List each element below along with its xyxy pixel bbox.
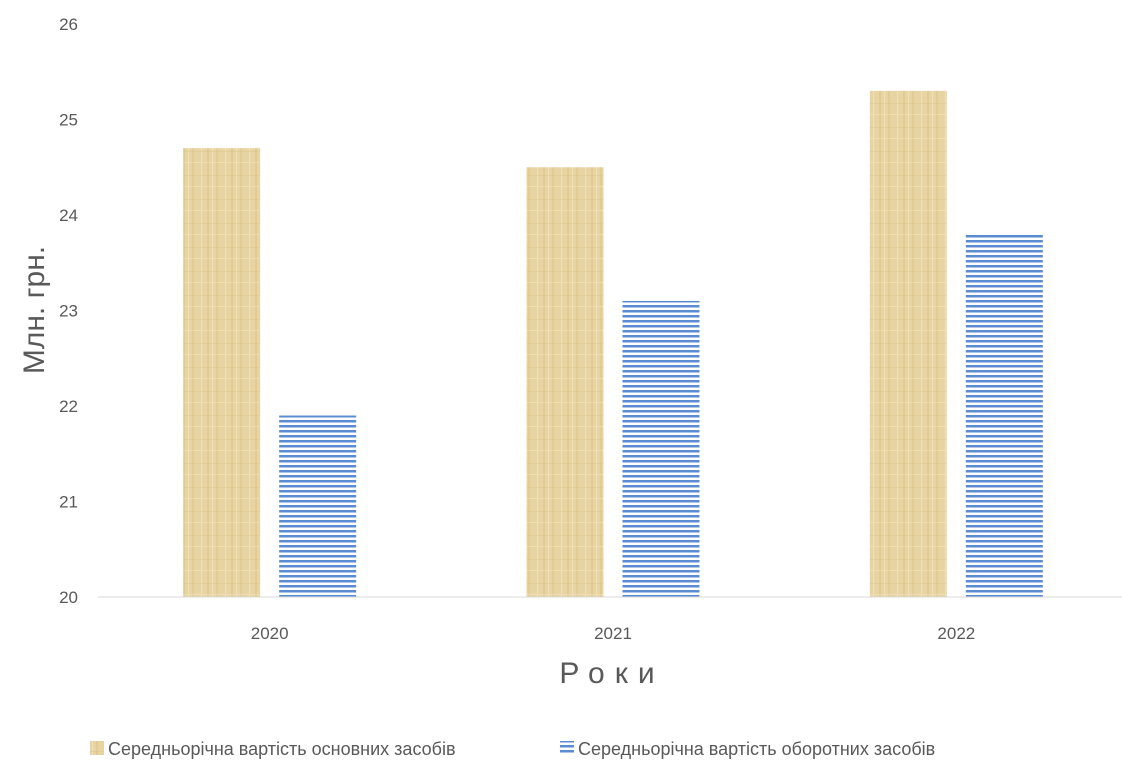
bar-current-assets [622, 300, 700, 597]
legend-swatch-current-assets [560, 741, 574, 755]
y-tick-label: 23 [59, 302, 78, 321]
bar-fixed-assets [526, 167, 604, 597]
bar-fixed-assets [183, 148, 261, 597]
legend: Середньорічна вартість основних засобів … [90, 739, 935, 759]
x-tick-label: 2022 [937, 624, 975, 643]
y-tick-label: 20 [59, 588, 78, 607]
bar-current-assets [279, 415, 357, 597]
y-tick-label: 22 [59, 397, 78, 416]
y-axis-ticks: 20 21 22 23 24 25 26 [59, 15, 78, 607]
y-tick-label: 24 [59, 206, 78, 225]
x-axis-title: Роки [559, 657, 664, 690]
bar-current-assets [965, 234, 1043, 597]
y-tick-label: 25 [59, 111, 78, 130]
y-tick-label: 26 [59, 15, 78, 34]
legend-swatch-fixed-assets [90, 741, 104, 755]
bars [183, 90, 1043, 597]
bar-fixed-assets [869, 90, 947, 597]
x-axis-ticks: 2020 2021 2022 [251, 624, 975, 643]
legend-label-current-assets: Середньорічна вартість оборотних засобів [578, 739, 935, 759]
legend-label-fixed-assets: Середньорічна вартість основних засобів [108, 739, 456, 759]
x-tick-label: 2021 [594, 624, 632, 643]
x-tick-label: 2020 [251, 624, 289, 643]
y-tick-label: 21 [59, 493, 78, 512]
y-axis-title: Млн. грн. [18, 246, 51, 374]
